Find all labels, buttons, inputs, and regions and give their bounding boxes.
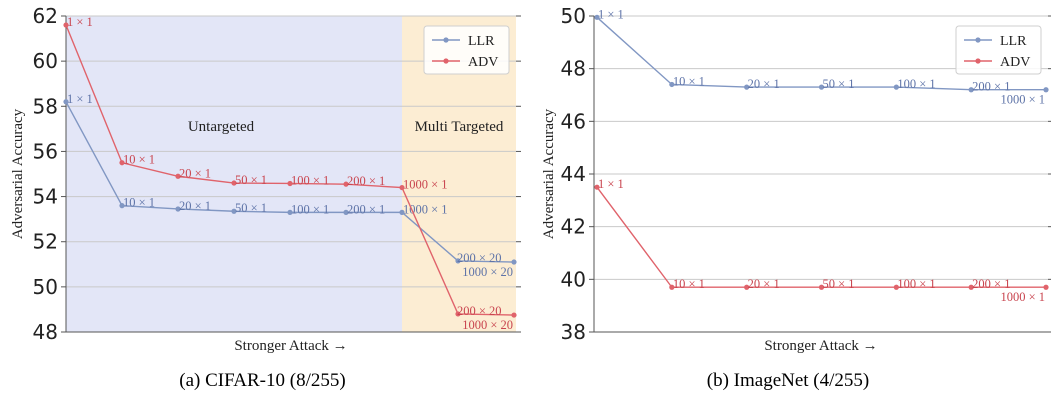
point-adv bbox=[1043, 285, 1048, 290]
y-axis-label: Adversarial Accuracy bbox=[541, 108, 557, 239]
y-tick-label: 52 bbox=[33, 230, 58, 254]
y-tick-label: 46 bbox=[561, 109, 586, 133]
point-label: 1 × 1 bbox=[67, 92, 93, 106]
y-tick-label: 50 bbox=[561, 4, 586, 28]
legend-marker-adv bbox=[443, 58, 448, 63]
point-adv bbox=[511, 312, 516, 317]
point-label: 20 × 1 bbox=[748, 77, 780, 91]
point-label: 50 × 1 bbox=[823, 277, 855, 291]
point-label: 20 × 1 bbox=[179, 166, 211, 180]
y-tick-label: 56 bbox=[33, 139, 58, 163]
point-label: 1000 × 20 bbox=[462, 265, 513, 279]
point-label: 100 × 1 bbox=[897, 277, 935, 291]
point-label: 200 × 20 bbox=[457, 304, 502, 318]
point-label: 1000 × 1 bbox=[1000, 93, 1045, 107]
point-label: 100 × 1 bbox=[291, 173, 329, 187]
point-label: 50 × 1 bbox=[823, 77, 855, 91]
point-label: 10 × 1 bbox=[673, 277, 705, 291]
point-label: 50 × 1 bbox=[235, 173, 267, 187]
y-tick-label: 54 bbox=[33, 185, 58, 209]
point-label: 200 × 1 bbox=[972, 80, 1010, 94]
legend-marker-llr bbox=[443, 37, 448, 42]
y-tick-label: 44 bbox=[561, 162, 586, 186]
region-label-multi-targeted: Multi Targeted bbox=[415, 119, 504, 135]
region-label-untargeted: Untargeted bbox=[188, 119, 255, 135]
legend-label-llr: LLR bbox=[468, 34, 495, 49]
chart-0: 48 50 52 54 56 58 60 62 Untargeted Multi Targeted… bbox=[10, 4, 521, 354]
y-tick-label: 50 bbox=[33, 275, 58, 299]
point-llr bbox=[511, 259, 516, 264]
point-label: 200 × 1 bbox=[347, 174, 385, 188]
point-label: 10 × 1 bbox=[673, 74, 705, 88]
point-label: 100 × 1 bbox=[897, 77, 935, 91]
point-label: 20 × 1 bbox=[748, 277, 780, 291]
y-tick-label: 58 bbox=[33, 94, 58, 118]
legend-marker-adv bbox=[975, 58, 980, 63]
point-label: 1000 × 1 bbox=[1000, 290, 1045, 304]
caption-cifar10: (a) CIFAR-10 (8/255) bbox=[0, 370, 525, 392]
point-label: 50 × 1 bbox=[235, 201, 267, 215]
legend-label-llr: LLR bbox=[1000, 34, 1027, 49]
point-label: 10 × 1 bbox=[123, 153, 155, 167]
point-label: 200 × 1 bbox=[347, 202, 385, 216]
legend-label-adv: ADV bbox=[1000, 55, 1030, 70]
y-tick-label: 60 bbox=[33, 49, 58, 73]
point-label: 1 × 1 bbox=[67, 15, 93, 29]
y-tick-label: 48 bbox=[33, 320, 58, 344]
legend-label-adv: ADV bbox=[468, 55, 498, 70]
y-tick-label: 62 bbox=[33, 4, 58, 28]
point-label: 1000 × 20 bbox=[462, 318, 513, 332]
series-line-adv bbox=[597, 187, 1046, 287]
point-label: 1000 × 1 bbox=[403, 178, 448, 192]
legend-marker-llr bbox=[975, 37, 980, 42]
point-label: 10 × 1 bbox=[123, 196, 155, 210]
point-label: 20 × 1 bbox=[179, 199, 211, 213]
point-label: 200 × 20 bbox=[457, 251, 502, 265]
caption-imagenet: (b) ImageNet (4/255) bbox=[525, 370, 1051, 392]
y-tick-label: 38 bbox=[561, 320, 586, 344]
x-axis-label: Stronger Attack → bbox=[764, 338, 877, 354]
x-axis-label: Stronger Attack → bbox=[234, 338, 347, 354]
y-tick-label: 40 bbox=[561, 267, 586, 291]
point-llr bbox=[1043, 87, 1048, 92]
point-label: 1 × 1 bbox=[598, 177, 624, 191]
chart-1: 38 40 42 44 46 48 50 1 × 1 10 × 1 20 × 1 50 × 1 100… bbox=[541, 4, 1051, 354]
y-axis-label: Adversarial Accuracy bbox=[10, 108, 26, 239]
y-tick-label: 42 bbox=[561, 215, 586, 239]
y-tick-label: 48 bbox=[561, 57, 586, 81]
point-label: 200 × 1 bbox=[972, 277, 1010, 291]
point-label: 100 × 1 bbox=[291, 202, 329, 216]
point-label: 1 × 1 bbox=[598, 7, 624, 21]
